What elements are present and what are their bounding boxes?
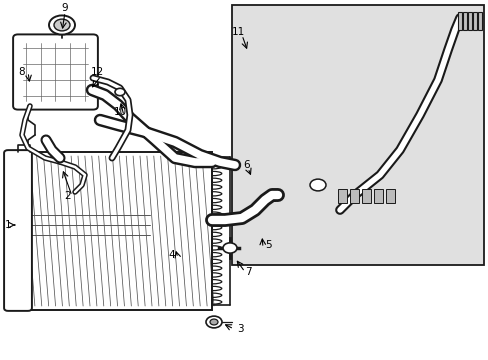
Circle shape — [49, 15, 75, 35]
FancyBboxPatch shape — [13, 35, 98, 109]
Bar — [361, 189, 370, 203]
Text: 4: 4 — [168, 250, 175, 260]
Bar — [467, 12, 471, 30]
Bar — [231, 5, 483, 265]
Text: 1: 1 — [5, 220, 11, 230]
Text: 3: 3 — [236, 324, 243, 334]
Circle shape — [309, 179, 325, 191]
Text: 5: 5 — [264, 240, 271, 250]
Text: 11: 11 — [231, 27, 244, 37]
Circle shape — [115, 88, 125, 96]
Bar — [349, 189, 358, 203]
Bar — [385, 189, 394, 203]
Text: 7: 7 — [244, 267, 251, 277]
Bar — [472, 12, 476, 30]
Text: 9: 9 — [61, 3, 68, 13]
Text: 12: 12 — [90, 67, 103, 77]
Bar — [457, 12, 461, 30]
Circle shape — [209, 319, 218, 325]
Bar — [462, 12, 466, 30]
Bar — [477, 12, 481, 30]
Bar — [337, 189, 346, 203]
Text: 6: 6 — [243, 160, 250, 170]
Circle shape — [54, 19, 70, 31]
Bar — [373, 189, 382, 203]
Circle shape — [223, 243, 237, 253]
Text: 2: 2 — [64, 191, 71, 201]
Text: 10: 10 — [113, 107, 126, 117]
Circle shape — [205, 316, 222, 328]
Text: 8: 8 — [19, 67, 25, 77]
Bar — [18, 152, 212, 310]
FancyBboxPatch shape — [4, 150, 32, 311]
